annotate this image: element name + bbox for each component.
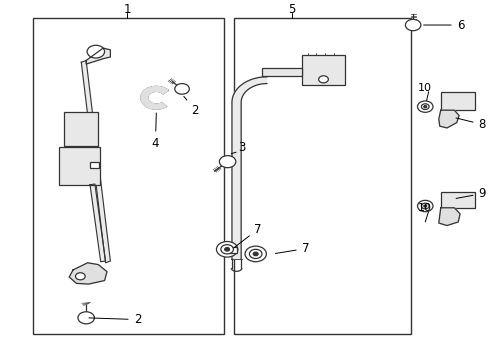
Circle shape [75,273,85,280]
Circle shape [421,104,428,109]
Bar [301,55,345,85]
Polygon shape [438,208,459,225]
Circle shape [423,205,426,207]
Text: 2: 2 [89,313,141,326]
Polygon shape [438,110,458,128]
Text: 9: 9 [455,187,485,200]
Text: 8: 8 [455,118,485,131]
Circle shape [87,45,104,58]
Polygon shape [86,48,110,64]
Bar [59,148,100,185]
Circle shape [221,245,233,254]
Bar [33,18,224,334]
Text: 1: 1 [123,3,131,15]
Circle shape [174,84,189,94]
Circle shape [405,19,420,31]
Circle shape [224,248,229,251]
Circle shape [249,249,262,258]
Text: 2: 2 [183,96,199,117]
Polygon shape [81,60,110,263]
Bar [228,247,236,253]
Circle shape [318,76,328,83]
Circle shape [216,242,237,257]
Circle shape [78,312,94,324]
Circle shape [421,203,428,209]
Circle shape [219,156,235,168]
Text: 4: 4 [151,113,159,150]
Polygon shape [231,77,266,259]
Bar [262,68,301,76]
Circle shape [253,252,258,256]
Polygon shape [69,263,107,284]
Text: 7: 7 [234,222,262,248]
Text: 10: 10 [417,203,431,213]
Circle shape [417,101,432,112]
Text: 3: 3 [238,141,245,154]
Polygon shape [90,184,105,262]
Bar [90,162,99,168]
Polygon shape [141,86,168,109]
Text: 7: 7 [275,242,308,255]
Bar [440,93,474,110]
Text: 10: 10 [417,83,431,93]
Text: 6: 6 [423,18,463,32]
Circle shape [417,200,432,212]
Circle shape [244,246,266,262]
Circle shape [423,105,426,108]
Bar [64,112,98,146]
Bar [233,18,410,334]
Bar [440,192,474,208]
Text: 5: 5 [288,3,295,15]
